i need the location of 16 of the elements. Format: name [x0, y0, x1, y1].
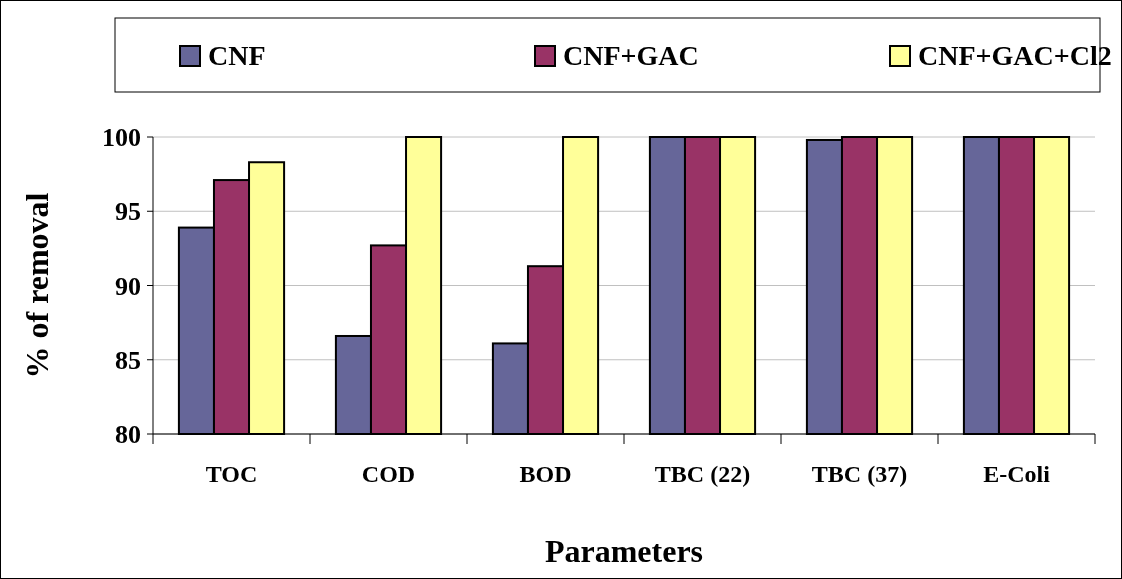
y-tick-label: 85 [115, 345, 141, 375]
x-tick-label: TBC (37) [811, 461, 908, 487]
legend-label: CNF+GAC [563, 40, 699, 71]
y-tick-label: 90 [115, 271, 141, 301]
y-tick-label: 95 [115, 197, 141, 227]
x-tick-label: COD [361, 461, 416, 487]
y-axis-title: % of removal [19, 192, 55, 379]
x-tick-label: E-Coli [983, 461, 1051, 487]
x-axis-title: Parameters [544, 533, 704, 569]
x-tick-label: TBC (22) [654, 461, 751, 487]
y-tick-label: 80 [115, 420, 141, 450]
x-tick-label: BOD [519, 461, 572, 487]
legend-label: CNF [208, 40, 266, 71]
x-tick-label: TOC [205, 461, 258, 487]
y-tick-label: 100 [102, 123, 141, 153]
legend-label: CNF+GAC+Cl2 [918, 40, 1112, 71]
